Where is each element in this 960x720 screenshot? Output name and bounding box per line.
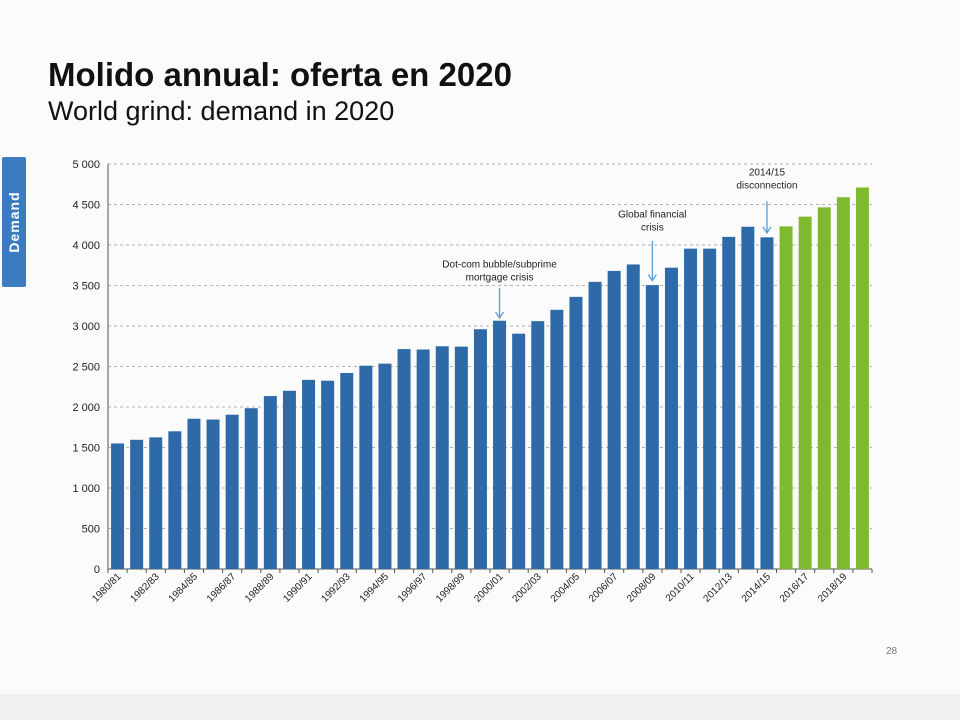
x-tick-label: 1994/95: [358, 571, 392, 605]
y-tick-label: 3 000: [72, 321, 100, 333]
annotation-arrowhead: [647, 274, 657, 282]
y-tick-label: 1 500: [72, 443, 100, 455]
x-tick-label: 1992/93: [320, 571, 354, 605]
bar: [435, 346, 449, 569]
y-tick-label: 5 000: [72, 159, 100, 171]
y-tick-label: 2 000: [72, 402, 100, 414]
x-tick-label: 1998/99: [434, 571, 468, 605]
x-tick-label: 2004/05: [549, 571, 583, 605]
bar: [779, 226, 793, 569]
bottom-band: [0, 694, 960, 720]
bar: [531, 321, 545, 569]
x-tick-label: 2012/13: [702, 571, 736, 605]
x-tick-label: 1996/97: [396, 571, 430, 605]
x-tick-label: 2018/19: [816, 571, 850, 605]
bar: [473, 329, 487, 569]
x-tick-label: 1990/91: [281, 571, 315, 605]
page-number: 28: [886, 646, 898, 657]
annotation-text: Dot-com bubble/subprime: [442, 260, 557, 271]
x-tick-label: 1984/85: [167, 571, 201, 605]
annotation-text: mortgage crisis: [466, 273, 534, 284]
slide-title: Molido annual: oferta en 2020: [48, 56, 512, 93]
annotation-arrowhead: [495, 311, 505, 320]
x-tick-label: 2000/01: [472, 571, 506, 605]
bar: [206, 419, 220, 569]
bar: [168, 431, 182, 569]
y-tick-label: 3 500: [72, 281, 100, 293]
bar: [493, 320, 507, 569]
bar: [302, 379, 316, 569]
bar: [187, 418, 201, 569]
bar: [359, 365, 373, 569]
bar: [378, 363, 392, 569]
x-tick-label: 2010/11: [664, 571, 697, 604]
annotation-text: Global financial: [618, 209, 686, 220]
bar: [741, 226, 755, 569]
y-tick-label: 4 500: [72, 200, 100, 212]
bar: [512, 333, 526, 569]
bar: [703, 248, 717, 569]
x-tick-label: 1980/81: [90, 571, 124, 605]
bar: [225, 414, 239, 569]
bar: [664, 267, 678, 569]
bar: [817, 207, 831, 569]
slide-subtitle: World grind: demand in 2020: [48, 96, 395, 126]
bar: [416, 349, 430, 569]
annotation-text: 2014/15: [749, 167, 786, 178]
y-tick-label: 2 500: [72, 362, 100, 374]
annotation-text: disconnection: [736, 180, 797, 191]
bar: [454, 346, 468, 569]
bar: [149, 437, 163, 569]
bar: [684, 248, 698, 569]
bar: [550, 309, 564, 569]
bar: [111, 443, 125, 569]
x-tick-label: 1988/89: [243, 571, 277, 605]
y-tick-label: 500: [82, 524, 100, 536]
bar: [569, 296, 583, 569]
bar: [626, 264, 640, 569]
bar: [855, 187, 869, 570]
x-tick-label: 2002/03: [511, 571, 545, 605]
bar: [836, 197, 850, 569]
bar: [130, 439, 144, 569]
x-tick-label: 1982/83: [129, 571, 163, 605]
y-tick-label: 1 000: [72, 483, 100, 495]
y-tick-label: 4 000: [72, 240, 100, 252]
annotation-text: crisis: [641, 222, 664, 233]
bar: [340, 372, 354, 569]
bar: [282, 390, 296, 569]
annotation-arrowhead: [762, 226, 772, 235]
y-tick-label: 0: [94, 564, 100, 576]
x-tick-label: 2014/15: [740, 571, 774, 605]
bar: [244, 408, 258, 569]
bar: [607, 270, 621, 569]
x-tick-label: 2008/09: [625, 571, 659, 605]
bar: [760, 237, 774, 569]
x-tick-label: 2016/17: [778, 571, 812, 605]
bar: [397, 349, 411, 569]
bar: [798, 216, 812, 569]
bar: [263, 396, 277, 569]
x-tick-label: 1986/87: [205, 571, 239, 605]
demand-side-tab: Demand: [2, 157, 26, 287]
bar: [645, 285, 659, 569]
bar: [321, 380, 335, 569]
bar: [722, 236, 736, 569]
x-tick-label: 2006/07: [587, 571, 621, 605]
bar: [588, 281, 602, 569]
